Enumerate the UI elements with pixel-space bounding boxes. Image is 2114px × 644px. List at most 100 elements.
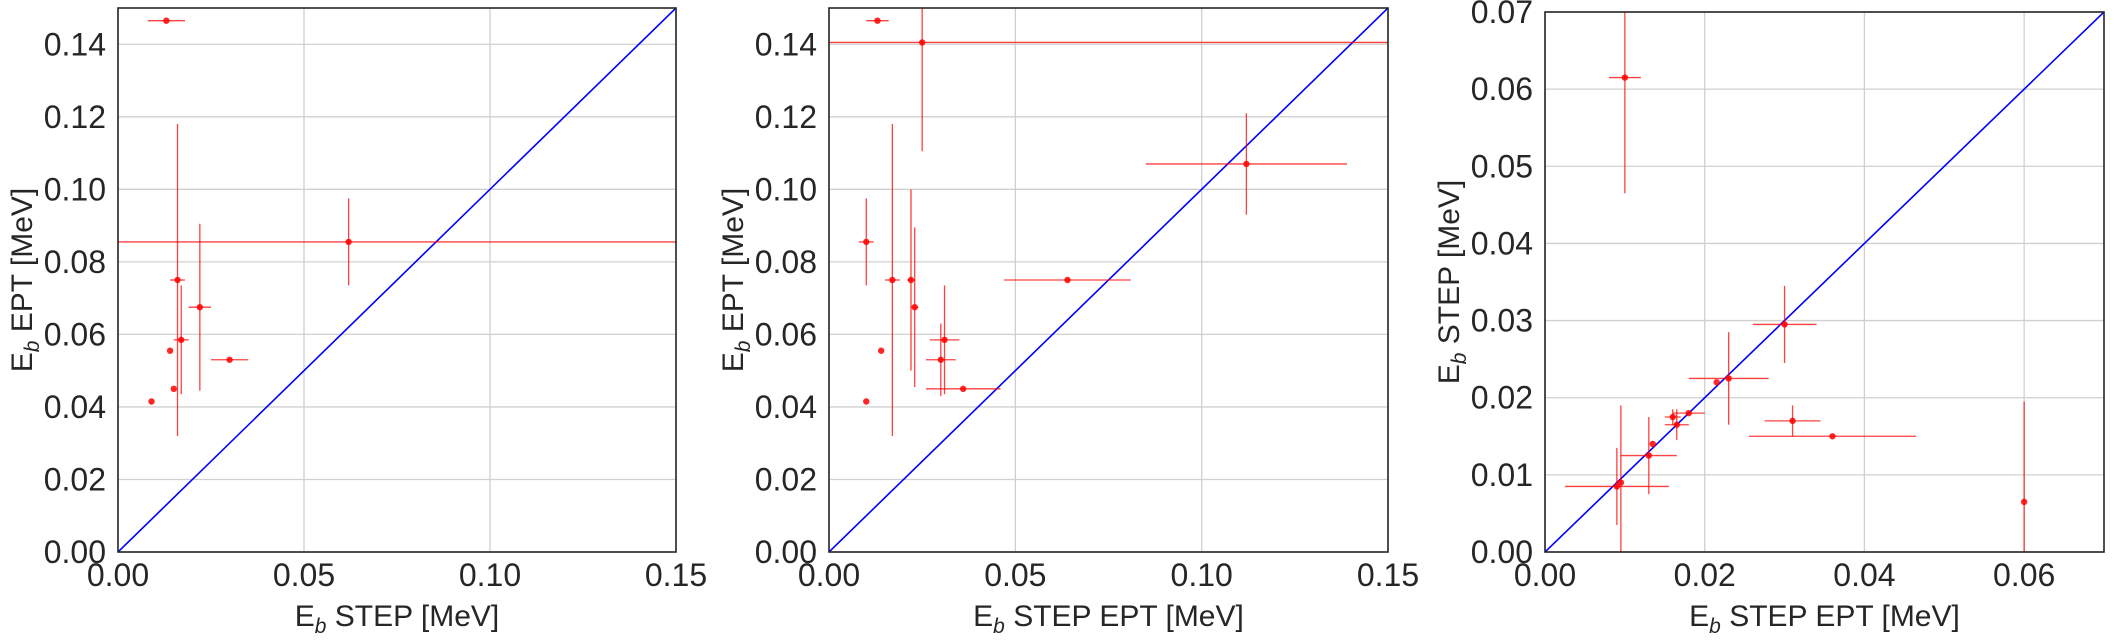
data-point bbox=[166, 347, 174, 354]
point-marker bbox=[863, 238, 870, 246]
axes-frame bbox=[828, 7, 1389, 553]
plot-area bbox=[829, 8, 1388, 552]
x-tick-label: 0.00 bbox=[1514, 557, 1576, 593]
point-marker bbox=[196, 304, 204, 311]
data-point bbox=[147, 17, 185, 24]
data-point bbox=[1649, 440, 1657, 448]
x-axis-label: Eb STEP EPT [MeV] bbox=[973, 600, 1244, 638]
point-marker bbox=[170, 385, 177, 392]
y-tick-label: 0.08 bbox=[44, 244, 106, 280]
data-point bbox=[907, 189, 915, 371]
y-tick-label: 0.00 bbox=[44, 534, 106, 570]
x-tick-label: 0.05 bbox=[984, 557, 1046, 593]
y-tick-label: 0.08 bbox=[755, 244, 817, 280]
y-axis-label-rest: EPT [MeV] bbox=[717, 188, 750, 341]
data-point bbox=[829, 8, 1388, 152]
y-tick-label: 0.14 bbox=[755, 26, 817, 62]
y-axis-label-sub: b bbox=[21, 340, 44, 352]
data-point bbox=[1564, 447, 1669, 525]
data-point bbox=[1664, 409, 1681, 425]
data-point bbox=[1664, 409, 1689, 441]
x-tick-label: 0.04 bbox=[1833, 557, 1895, 593]
point-marker bbox=[166, 347, 174, 354]
y-tick-label: 0.12 bbox=[44, 99, 106, 135]
x-axis-label-sub: b bbox=[315, 615, 327, 638]
y-tick-label: 0.04 bbox=[44, 389, 106, 425]
data-point bbox=[1608, 12, 1641, 194]
x-axis-label: Eb STEP [MeV] bbox=[295, 600, 500, 638]
data-point bbox=[170, 124, 185, 436]
plot-area bbox=[118, 8, 676, 552]
y-tick-label: 0.01 bbox=[1471, 457, 1533, 493]
x-axis-label-rest: STEP EPT [MeV] bbox=[1005, 600, 1244, 633]
data-point bbox=[118, 198, 676, 286]
point-marker bbox=[1789, 417, 1796, 425]
data-point bbox=[925, 323, 956, 397]
x-axis-label-rest: STEP [MeV] bbox=[326, 600, 499, 633]
y-tick-label: 0.05 bbox=[1471, 148, 1533, 184]
point-marker bbox=[1621, 74, 1629, 81]
data-point bbox=[173, 285, 189, 395]
x-tick-label: 0.02 bbox=[1674, 557, 1736, 593]
y-tick-label: 0.10 bbox=[44, 171, 106, 207]
point-marker bbox=[148, 398, 155, 405]
point-marker bbox=[863, 398, 870, 405]
point-marker bbox=[345, 238, 352, 246]
data-point bbox=[1688, 332, 1769, 425]
point-marker bbox=[907, 276, 915, 284]
x-axis-label-sub: b bbox=[993, 615, 1005, 638]
chart-panel-3: 0.00 0.02 0.04 0.06 0.00 0.01 0.02 0.03 0.04 0.05… bbox=[1433, 0, 2105, 638]
y-tick-label: 0.04 bbox=[1471, 225, 1533, 261]
x-axis-label: Eb STEP EPT [MeV] bbox=[1689, 600, 1960, 638]
y-axis-label-rest: EPT [MeV] bbox=[6, 188, 39, 341]
data-point bbox=[1764, 405, 1821, 437]
chart-panel-2: 0.00 0.05 0.10 0.15 0.00 0.02 0.04 0.06 0.08 0.10… bbox=[717, 7, 1419, 638]
x-axis-label-main: E bbox=[295, 600, 315, 633]
data-point bbox=[148, 398, 155, 405]
point-marker bbox=[1243, 160, 1250, 168]
point-marker bbox=[1725, 375, 1732, 382]
y-axis-label-main: E bbox=[717, 352, 750, 372]
y-axis-label-main: E bbox=[1433, 364, 1466, 384]
y-tick-label: 0.06 bbox=[1471, 71, 1533, 107]
point-marker bbox=[1685, 409, 1692, 417]
point-marker bbox=[1673, 421, 1680, 428]
data-point bbox=[1713, 379, 1720, 386]
point-marker bbox=[1645, 452, 1653, 459]
y-axis-label-main: E bbox=[6, 352, 39, 372]
y-tick-label: 0.02 bbox=[1471, 380, 1533, 416]
y-tick-label: 0.07 bbox=[1471, 0, 1533, 30]
data-point bbox=[925, 385, 1001, 392]
x-axis-label-rest: STEP EPT [MeV] bbox=[1721, 600, 1960, 633]
point-marker bbox=[2020, 498, 2028, 506]
y-tick-label: 0.06 bbox=[44, 316, 106, 352]
data-point bbox=[929, 285, 960, 395]
y-tick-label: 0.00 bbox=[755, 534, 817, 570]
point-marker bbox=[937, 356, 944, 363]
point-marker bbox=[1781, 321, 1788, 328]
y-tick-label: 0.02 bbox=[44, 461, 106, 497]
y-axis-label: Eb EPT [MeV] bbox=[717, 188, 755, 373]
point-marker bbox=[959, 385, 967, 392]
chart-panel-1: 0.00 0.05 0.10 0.15 0.00 0.02 0.04 0.06 0.08 0.10… bbox=[6, 7, 707, 638]
x-tick-label: 0.15 bbox=[1357, 557, 1419, 593]
axes-frame bbox=[1544, 11, 2105, 553]
axes-frame bbox=[117, 7, 677, 553]
data-point bbox=[1145, 113, 1348, 215]
data-point bbox=[1620, 417, 1677, 495]
y-tick-label: 0.06 bbox=[755, 316, 817, 352]
point-marker bbox=[226, 356, 233, 363]
point-marker bbox=[918, 39, 926, 46]
point-marker bbox=[1829, 433, 1836, 440]
data-point bbox=[1617, 405, 1625, 552]
y-axis-label: Eb EPT [MeV] bbox=[6, 188, 44, 373]
point-marker bbox=[174, 276, 181, 284]
point-marker bbox=[874, 17, 881, 24]
diagonal-line bbox=[1545, 12, 2104, 552]
data-point bbox=[188, 223, 211, 391]
y-tick-label: 0.14 bbox=[44, 26, 106, 62]
x-tick-label: 0.00 bbox=[798, 557, 860, 593]
point-marker bbox=[1649, 440, 1657, 448]
data-point bbox=[1672, 409, 1705, 417]
